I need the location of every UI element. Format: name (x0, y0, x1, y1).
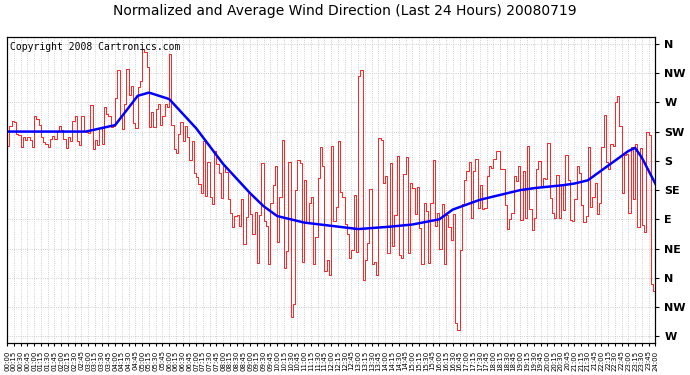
Text: Normalized and Average Wind Direction (Last 24 Hours) 20080719: Normalized and Average Wind Direction (L… (113, 4, 577, 18)
Text: Copyright 2008 Cartronics.com: Copyright 2008 Cartronics.com (10, 42, 181, 52)
